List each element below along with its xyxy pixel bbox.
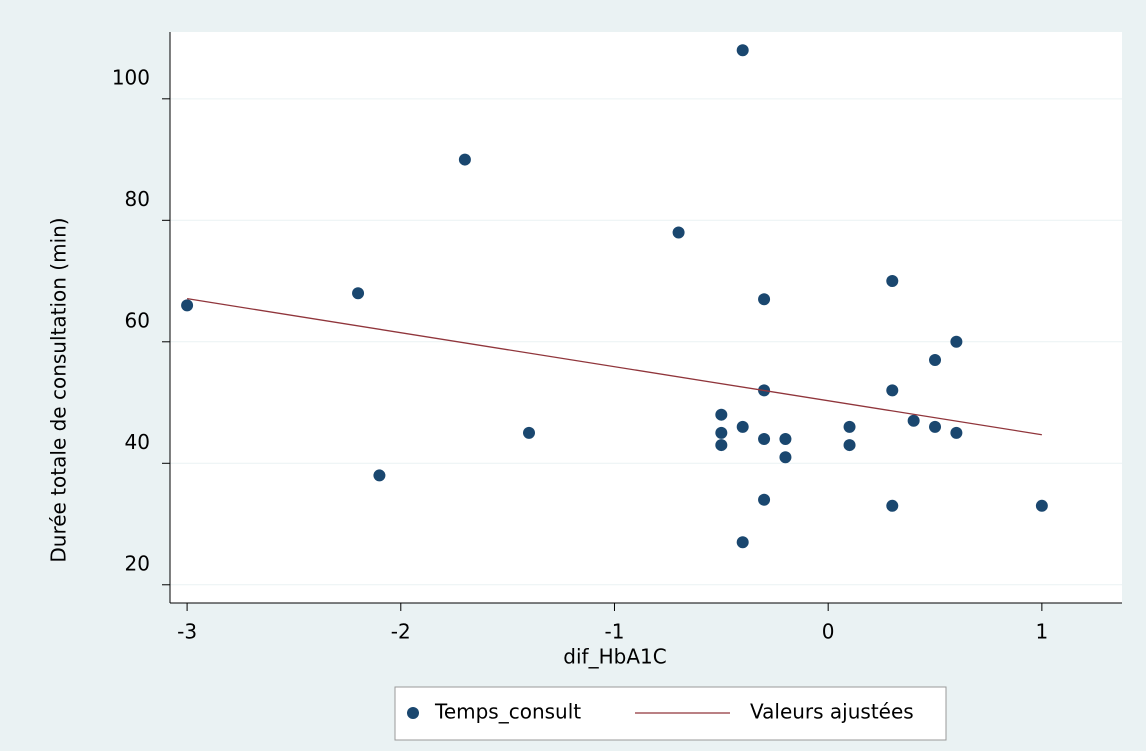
y-tick-label: 40 — [125, 430, 150, 454]
point — [843, 439, 856, 452]
point — [458, 153, 471, 166]
x-axis-title: dif_HbA1C — [563, 645, 666, 669]
point — [715, 426, 728, 439]
point — [929, 354, 942, 367]
legend-label: Temps_consult — [434, 700, 581, 724]
point — [886, 384, 899, 397]
x-tick-label: -2 — [391, 620, 411, 644]
point — [672, 226, 685, 239]
x-tick-label: -3 — [177, 620, 197, 644]
y-tick-label: 20 — [125, 551, 150, 575]
point — [736, 536, 749, 549]
point — [181, 299, 194, 312]
y-axis-title: Durée totale de consultation (min) — [47, 217, 71, 562]
x-tick-label: 0 — [822, 620, 835, 644]
point — [950, 335, 963, 348]
point — [929, 420, 942, 433]
point — [523, 426, 536, 439]
point — [950, 426, 963, 439]
point — [352, 287, 365, 300]
fit-line — [186, 298, 1042, 436]
point — [736, 44, 749, 57]
point — [715, 439, 728, 452]
point — [886, 275, 899, 288]
y-tick-label: 60 — [125, 308, 150, 332]
point — [843, 420, 856, 433]
point — [715, 408, 728, 421]
point — [758, 493, 771, 506]
x-tick-label: 1 — [1035, 620, 1048, 644]
legend-label: Valeurs ajustées — [750, 700, 914, 724]
point — [1035, 499, 1048, 512]
point — [373, 469, 386, 482]
x-tick-label: -1 — [605, 620, 625, 644]
y-tick-label: 100 — [112, 65, 150, 89]
point — [779, 432, 792, 445]
point — [779, 451, 792, 464]
point — [736, 420, 749, 433]
point — [758, 293, 771, 306]
legend-marker — [407, 707, 419, 719]
point — [907, 414, 920, 427]
point — [886, 499, 899, 512]
plot-area — [170, 32, 1122, 603]
y-tick-label: 80 — [125, 187, 150, 211]
point — [758, 432, 771, 445]
